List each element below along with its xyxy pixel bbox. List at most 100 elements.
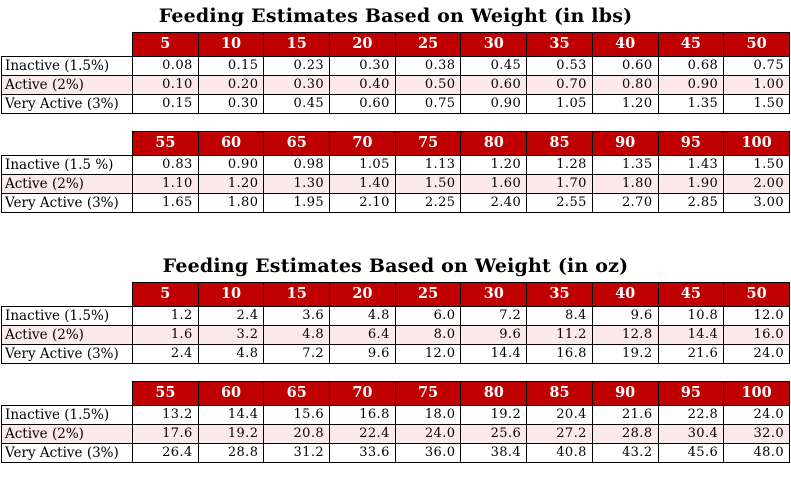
- feeding-table-lbs-55-100: 55 60 65 70 75 80 85 90 95 100 Inactive (1.5 %) 0.8…: [1, 131, 790, 213]
- feeding-value-cell: 10.8: [657, 306, 725, 326]
- feeding-value-cell: 22.4: [329, 424, 396, 444]
- weight-header-row: 55 60 65 70 75 80 85 90 95 100: [1, 381, 790, 406]
- feeding-value-cell: 9.6: [591, 306, 659, 326]
- weight-column-header: 45: [657, 32, 725, 57]
- feeding-value-cell: 0.68: [657, 56, 725, 76]
- weight-column-header: 60: [197, 131, 265, 156]
- feeding-value-cell: 2.40: [460, 193, 528, 213]
- feeding-value-cell: 0.60: [591, 56, 659, 76]
- table-row: Active (2%) 1.6 3.2 4.8 6.4 8.0 9.6 11.2 12.8 14.…: [1, 325, 790, 345]
- feeding-value-cell: 3.00: [723, 193, 790, 213]
- feeding-value-cell: 0.83: [132, 155, 199, 175]
- feeding-value-cell: 0.23: [263, 56, 331, 76]
- corner-cell: [1, 282, 133, 307]
- feeding-value-cell: 2.70: [591, 193, 659, 213]
- feeding-value-cell: 1.05: [329, 155, 396, 175]
- feeding-value-cell: 1.28: [526, 155, 593, 175]
- feeding-value-cell: 0.38: [394, 56, 462, 76]
- feeding-value-cell: 32.0: [723, 424, 790, 444]
- feeding-value-cell: 48.0: [723, 443, 790, 463]
- feeding-value-cell: 25.6: [460, 424, 528, 444]
- weight-column-header: 65: [263, 131, 331, 156]
- weight-column-header: 40: [591, 32, 659, 57]
- feeding-value-cell: 0.60: [329, 94, 396, 114]
- weight-column-header: 85: [526, 381, 593, 406]
- feeding-value-cell: 27.2: [526, 424, 593, 444]
- feeding-value-cell: 6.0: [394, 306, 462, 326]
- weight-column-header: 35: [526, 32, 593, 57]
- feeding-value-cell: 4.8: [197, 344, 265, 364]
- weight-column-header: 5: [132, 32, 199, 57]
- weight-column-header: 90: [591, 381, 659, 406]
- weight-column-header: 30: [460, 32, 528, 57]
- feeding-value-cell: 43.2: [591, 443, 659, 463]
- feeding-value-cell: 36.0: [394, 443, 462, 463]
- feeding-value-cell: 0.08: [132, 56, 199, 76]
- feeding-value-cell: 28.8: [197, 443, 265, 463]
- feeding-value-cell: 2.85: [657, 193, 725, 213]
- weight-column-header: 70: [329, 131, 396, 156]
- feeding-value-cell: 14.4: [657, 325, 725, 345]
- feeding-table-lbs-5-50: 5 10 15 20 25 30 35 40 45 50 Inactive (1.5%) 0.08 0.…: [1, 32, 790, 114]
- weight-column-header: 65: [263, 381, 331, 406]
- weight-column-header: 5: [132, 282, 199, 307]
- feeding-value-cell: 0.30: [197, 94, 265, 114]
- feeding-value-cell: 0.75: [394, 94, 462, 114]
- feeding-value-cell: 1.20: [591, 94, 659, 114]
- feeding-value-cell: 1.20: [197, 174, 265, 194]
- table-row: Active (2%) 0.10 0.20 0.30 0.40 0.50 0.60 0.70 0…: [1, 75, 790, 95]
- weight-column-header: 10: [197, 282, 265, 307]
- weight-header-row: 5 10 15 20 25 30 35 40 45 50: [1, 32, 790, 57]
- section-title-oz: Feeding Estimates Based on Weight (in oz…: [162, 255, 629, 277]
- weight-column-header: 100: [723, 381, 790, 406]
- feeding-value-cell: 1.90: [657, 174, 725, 194]
- feeding-value-cell: 16.0: [723, 325, 790, 345]
- feeding-value-cell: 19.2: [197, 424, 265, 444]
- section-title-lbs: Feeding Estimates Based on Weight (in lb…: [158, 5, 633, 27]
- feeding-value-cell: 1.10: [132, 174, 199, 194]
- feeding-value-cell: 15.6: [263, 405, 331, 425]
- table-row: Inactive (1.5%) 13.2 14.4 15.6 16.8 18.0 19.2 2…: [1, 405, 790, 425]
- feeding-value-cell: 45.6: [657, 443, 725, 463]
- feeding-value-cell: 16.8: [526, 344, 593, 364]
- weight-column-header: 70: [329, 381, 396, 406]
- feeding-value-cell: 7.2: [263, 344, 331, 364]
- feeding-value-cell: 33.6: [329, 443, 396, 463]
- feeding-estimates-sheet: Feeding Estimates Based on Weight (in lb…: [1, 5, 790, 463]
- feeding-value-cell: 1.60: [460, 174, 528, 194]
- feeding-value-cell: 40.8: [526, 443, 593, 463]
- feeding-value-cell: 0.10: [132, 75, 199, 95]
- feeding-value-cell: 1.13: [394, 155, 462, 175]
- feeding-value-cell: 2.00: [723, 174, 790, 194]
- weight-column-header: 15: [263, 282, 331, 307]
- table-row: Very Active (3%) 26.4 28.8 31.2 33.6 36.0 38.4…: [1, 443, 790, 463]
- weight-column-header: 95: [657, 131, 725, 156]
- weight-column-header: 60: [197, 381, 265, 406]
- feeding-value-cell: 0.15: [132, 94, 199, 114]
- feeding-value-cell: 17.6: [132, 424, 199, 444]
- table-row: Inactive (1.5%) 0.08 0.15 0.23 0.30 0.38 0.45 0…: [1, 56, 790, 76]
- feeding-value-cell: 4.8: [329, 306, 396, 326]
- feeding-value-cell: 0.45: [263, 94, 331, 114]
- feeding-value-cell: 0.30: [329, 56, 396, 76]
- weight-column-header: 85: [526, 131, 593, 156]
- feeding-value-cell: 1.50: [723, 155, 790, 175]
- feeding-value-cell: 1.70: [526, 174, 593, 194]
- feeding-value-cell: 1.2: [132, 306, 199, 326]
- feeding-value-cell: 2.55: [526, 193, 593, 213]
- feeding-value-cell: 0.15: [197, 56, 265, 76]
- feeding-value-cell: 26.4: [132, 443, 199, 463]
- weight-column-header: 30: [460, 282, 528, 307]
- feeding-value-cell: 38.4: [460, 443, 528, 463]
- weight-column-header: 55: [132, 381, 199, 406]
- table-row: Inactive (1.5 %) 0.83 0.90 0.98 1.05 1.13 1.20…: [1, 155, 790, 175]
- table-row: Inactive (1.5%) 1.2 2.4 3.6 4.8 6.0 7.2 8.4 9.6 1…: [1, 306, 790, 326]
- activity-row-label: Very Active (3%): [1, 344, 133, 364]
- feeding-value-cell: 19.2: [460, 405, 528, 425]
- weight-column-header: 10: [197, 32, 265, 57]
- feeding-value-cell: 7.2: [460, 306, 528, 326]
- feeding-value-cell: 1.20: [460, 155, 528, 175]
- feeding-value-cell: 12.0: [723, 306, 790, 326]
- feeding-value-cell: 1.05: [526, 94, 593, 114]
- feeding-value-cell: 2.25: [394, 193, 462, 213]
